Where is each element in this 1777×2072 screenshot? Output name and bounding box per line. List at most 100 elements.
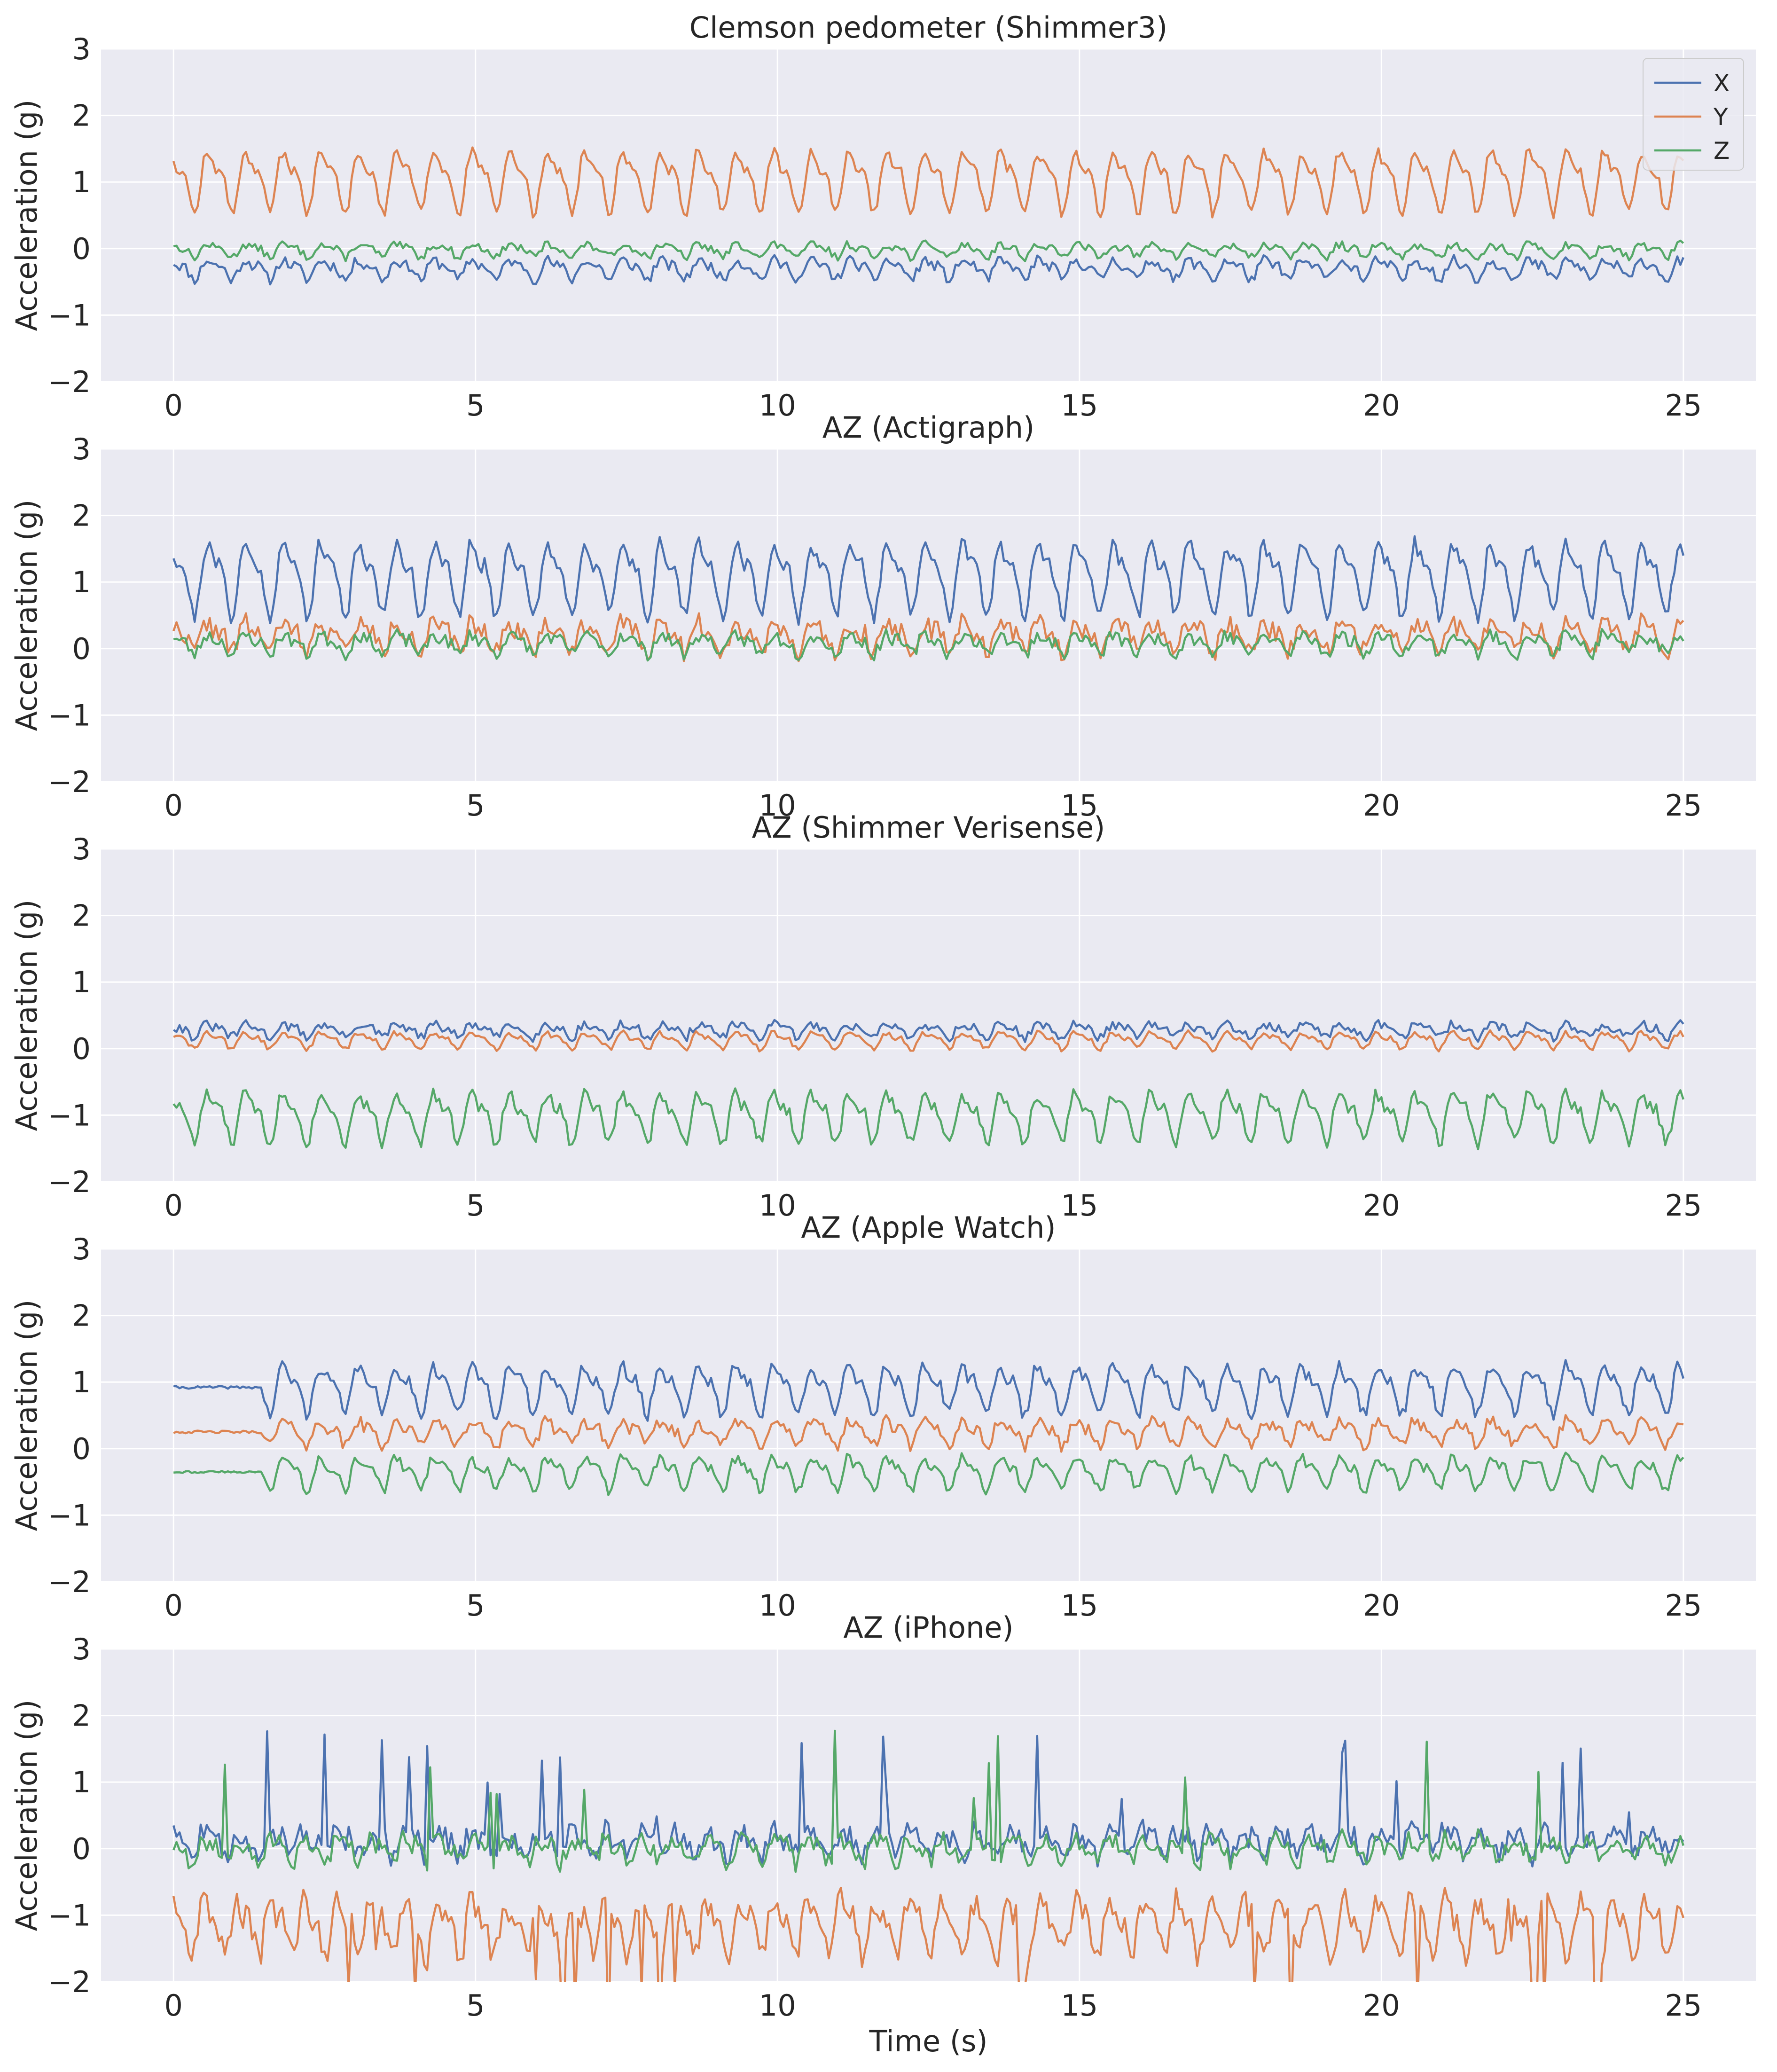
y-axis-label: Acceleration (g) [9, 1700, 44, 1931]
x-tick-label: 20 [1363, 1188, 1400, 1223]
x-tick-label: 15 [1061, 388, 1098, 423]
y-tick-label: −1 [48, 1498, 91, 1532]
y-tick-label: 0 [72, 1032, 91, 1066]
y-tick-label: −2 [48, 1565, 91, 1599]
series-line-x [172, 1019, 1684, 1043]
x-tick-label: 15 [1061, 1988, 1098, 2023]
x-tick-label: 10 [759, 1188, 796, 1223]
y-tick-label: 0 [72, 632, 91, 666]
x-tick-label: 25 [1665, 1988, 1702, 2023]
y-tick-label: −1 [48, 1898, 91, 1932]
x-tick-label: 20 [1363, 388, 1400, 423]
y-tick-label: 1 [72, 1765, 91, 1799]
x-tick-label: 10 [759, 1588, 796, 1623]
series-line-x [173, 254, 1684, 286]
x-tick-label: 10 [759, 388, 796, 423]
x-tick-label: 10 [759, 1988, 796, 2023]
y-tick-label: 2 [72, 99, 91, 133]
y-tick-label: 3 [72, 432, 91, 466]
y-tick-label: 0 [72, 232, 91, 266]
panel-1: 0 5 10 15 20 25 −2 −1 0 1 2 3 Clemson pedometer (Shi… [9, 10, 1756, 423]
plot-background [101, 1249, 1756, 1582]
y-tick-label: 0 [72, 1432, 91, 1466]
x-tick-label: 25 [1665, 1188, 1702, 1223]
y-tick-label: −2 [48, 765, 91, 799]
y-tick-label: 1 [72, 1365, 91, 1399]
x-tick-label: 0 [164, 788, 182, 823]
y-tick-label: 1 [72, 165, 91, 199]
series-line-z [173, 628, 1684, 662]
x-axis-label: Time (s) [869, 2024, 987, 2058]
x-tick-label: 20 [1363, 788, 1400, 823]
x-tick-label: 10 [759, 788, 796, 823]
series-line-y [172, 1886, 1684, 1982]
y-tick-label: 1 [72, 565, 91, 599]
y-tick-label: 1 [72, 965, 91, 999]
y-tick-label: 3 [72, 832, 91, 866]
panel-title: AZ (iPhone) [843, 1610, 1013, 1645]
plot-background [101, 49, 1756, 382]
series-line-y [172, 612, 1684, 662]
y-axis-label: Acceleration (g) [9, 900, 44, 1131]
legend-label-y: Y [1713, 103, 1728, 131]
panel-title: AZ (Actigraph) [822, 410, 1034, 445]
panel-title: AZ (Apple Watch) [801, 1210, 1056, 1245]
panel-5: 0 5 10 15 20 25 −2 −1 0 1 2 3 AZ (iPhone) Acceleratio… [9, 1610, 1756, 2058]
plot-background [101, 1649, 1756, 1982]
series-line-z [172, 1729, 1684, 1873]
series-line-z [173, 1452, 1684, 1496]
y-tick-label: 0 [72, 1832, 91, 1866]
y-tick-label: 3 [72, 32, 91, 66]
x-tick-label: 25 [1665, 788, 1702, 823]
y-tick-label: −1 [48, 298, 91, 332]
y-axis-label: Acceleration (g) [9, 1300, 44, 1531]
x-tick-label: 5 [466, 1188, 485, 1223]
x-tick-label: 20 [1363, 1988, 1400, 2023]
panel-2: 0 5 10 15 20 25 −2 −1 0 1 2 3 AZ (Actigraph) Accelera… [9, 410, 1756, 823]
legend-label-x: X [1714, 70, 1730, 97]
y-tick-label: −2 [48, 365, 91, 399]
y-tick-label: 2 [72, 499, 91, 533]
x-tick-label: 5 [466, 388, 485, 423]
series-line-x [173, 1359, 1684, 1422]
x-tick-label: 5 [466, 1988, 485, 2023]
x-tick-label: 15 [1061, 788, 1098, 823]
y-tick-label: 3 [72, 1632, 91, 1666]
x-tick-label: 20 [1363, 1588, 1400, 1623]
y-tick-label: 2 [72, 1299, 91, 1333]
x-tick-label: 25 [1665, 388, 1702, 423]
panel-4: 0 5 10 15 20 25 −2 −1 0 1 2 3 AZ (Apple Watch) Accele… [9, 1210, 1756, 1623]
x-tick-label: 0 [164, 1188, 182, 1223]
legend-label-z: Z [1714, 137, 1730, 165]
y-axis-label: Acceleration (g) [9, 100, 44, 331]
series-line-y [173, 1414, 1684, 1453]
y-axis-label: Acceleration (g) [9, 500, 44, 731]
y-tick-label: −2 [48, 1165, 91, 1199]
x-tick-label: 0 [164, 1988, 182, 2023]
x-tick-label: 5 [466, 1588, 485, 1623]
series-line-x [172, 535, 1684, 626]
series-line-y [172, 146, 1684, 220]
x-tick-label: 0 [164, 1588, 182, 1623]
x-tick-label: 15 [1061, 1588, 1098, 1623]
series-line-z [173, 239, 1684, 262]
panel-title: Clemson pedometer (Shimmer3) [689, 10, 1167, 45]
x-tick-label: 25 [1665, 1588, 1702, 1623]
y-tick-label: 3 [72, 1232, 91, 1266]
y-tick-label: −1 [48, 1098, 91, 1132]
panel-3: 0 5 10 15 20 25 −2 −1 0 1 2 3 AZ (Shimmer Verisense)… [9, 810, 1756, 1223]
x-tick-label: 15 [1061, 1188, 1098, 1223]
legend-box [1643, 58, 1744, 171]
panel-title: AZ (Shimmer Verisense) [752, 810, 1105, 845]
plot-background [101, 449, 1756, 782]
series-line-z [172, 1087, 1684, 1151]
x-tick-label: 0 [164, 388, 182, 423]
y-tick-label: 2 [72, 1699, 91, 1733]
series-line-y [173, 1029, 1684, 1053]
series-line-x [172, 1730, 1684, 1868]
y-tick-label: −1 [48, 698, 91, 732]
y-tick-label: 2 [72, 899, 91, 933]
y-tick-label: −2 [48, 1965, 91, 1999]
legend: XYZ [1643, 58, 1744, 171]
